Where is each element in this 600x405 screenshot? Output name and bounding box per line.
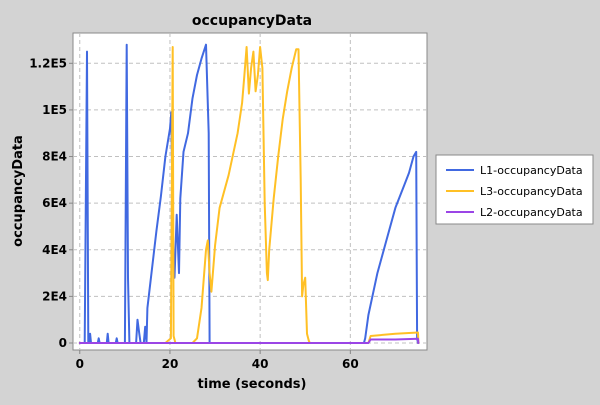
x-tick-label: 0 — [76, 357, 84, 371]
series-layer — [78, 43, 420, 344]
y-tick-label: 1.2E5 — [29, 56, 67, 70]
x-tick-label: 60 — [342, 357, 359, 371]
x-axis-label: time (seconds) — [198, 377, 307, 392]
y-tick-label: 0 — [59, 336, 67, 350]
y-tick-label: 2E4 — [42, 289, 67, 303]
y-tick-label: 6E4 — [42, 196, 67, 210]
chart-title: occupancyData — [192, 13, 312, 29]
legend-entry: L3-occupancyData — [480, 185, 583, 198]
legend-entry: L1-occupancyData — [480, 164, 583, 177]
x-tick-label: 20 — [162, 357, 179, 371]
axes: 0 2E4 4E4 6E4 8E4 1E5 1.2E5 0 20 40 60 — [29, 56, 359, 371]
series-line-L2-occupancyData — [78, 337, 420, 344]
legend-entry: L2-occupancyData — [480, 206, 583, 219]
legend: L1-occupancyData L3-occupancyData L2-occup… — [435, 154, 594, 225]
y-tick-label: 1E5 — [42, 103, 67, 117]
series-line-L3-occupancyData — [78, 46, 420, 344]
y-tick-label: 4E4 — [42, 243, 67, 257]
y-tick-label: 8E4 — [42, 150, 67, 164]
x-tick-label: 40 — [252, 357, 269, 371]
y-axis-label: occupancyData — [11, 135, 26, 247]
series-line-L1-occupancyData — [78, 43, 419, 344]
